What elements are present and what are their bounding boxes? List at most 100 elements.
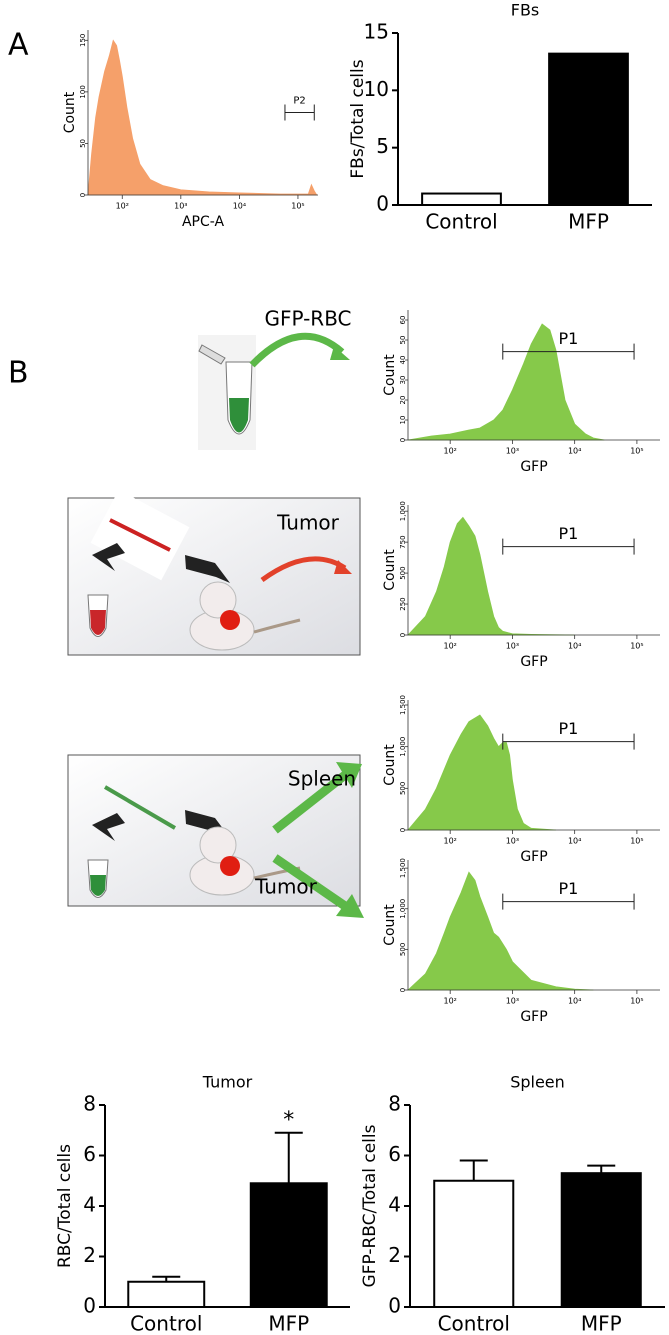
x-tick-label: 10² xyxy=(443,447,456,456)
x-tick-label: 10³ xyxy=(506,642,519,651)
arrowhead xyxy=(336,894,364,918)
bar xyxy=(548,52,629,206)
diagram-label: Spleen xyxy=(288,767,356,791)
mouse-head xyxy=(199,581,237,619)
x-tick-label: 10⁵ xyxy=(630,997,643,1006)
y-tick-label: 1,500 xyxy=(399,695,407,715)
y-tick-label: 500 xyxy=(399,943,407,956)
chart-title: Spleen xyxy=(510,1073,565,1092)
x-tick-label: MFP xyxy=(568,210,609,234)
mouse-tail xyxy=(253,618,301,634)
y-tick-label: 1,500 xyxy=(399,858,407,878)
arrow xyxy=(272,854,348,910)
x-tick-label: 10² xyxy=(443,837,456,846)
x-tick-label: Control xyxy=(438,1312,510,1335)
gate-label: P1 xyxy=(559,719,579,738)
x-tick-label: 10⁵ xyxy=(630,642,643,651)
histogram-area xyxy=(407,323,605,441)
mouse-head xyxy=(199,826,237,864)
histogram-area xyxy=(406,871,594,991)
y-axis-label: RBC/Total cells xyxy=(55,1144,75,1268)
y-tick-label: 1,000 xyxy=(399,737,407,757)
tube-icon xyxy=(198,335,256,450)
y-tick-label: 2 xyxy=(83,1243,96,1267)
x-tick-label: 10³ xyxy=(506,837,519,846)
y-axis-label: Count xyxy=(382,549,398,591)
x-tick-label: 10³ xyxy=(506,447,519,456)
y-tick-label: 0 xyxy=(376,192,389,216)
y-axis-label: Count xyxy=(382,904,398,946)
x-tick-label: 10⁵ xyxy=(630,837,643,846)
x-tick-label: 10² xyxy=(443,997,456,1006)
x-axis-label: GFP xyxy=(520,459,547,475)
y-tick-label: 20 xyxy=(399,396,407,405)
tube-fill xyxy=(90,610,106,635)
chevron xyxy=(92,813,125,841)
x-tick-label: MFP xyxy=(581,1312,622,1335)
x-axis-label: GFP xyxy=(520,1009,547,1025)
y-tick-label: 4 xyxy=(388,1193,401,1217)
x-tick-label: 10⁴ xyxy=(233,202,246,211)
bar xyxy=(249,1182,328,1309)
histogram-area xyxy=(87,39,318,196)
chevron xyxy=(185,555,230,583)
y-tick-label: 0 xyxy=(399,828,407,832)
y-axis-label: Count xyxy=(382,354,398,396)
bar xyxy=(421,192,502,207)
x-axis-label: GFP xyxy=(520,654,547,670)
chevron xyxy=(92,543,125,571)
x-tick-label: 10⁴ xyxy=(568,837,581,846)
y-tick-label: 6 xyxy=(83,1142,96,1166)
gate-label: P1 xyxy=(559,524,579,543)
x-tick-label: 10³ xyxy=(506,997,519,1006)
syringe-icon xyxy=(90,489,190,581)
gate-label: P1 xyxy=(559,329,579,348)
x-tick-label: 10⁴ xyxy=(568,997,581,1006)
y-tick-label: 6 xyxy=(388,1142,401,1166)
x-tick-label: 10⁴ xyxy=(568,447,581,456)
y-tick-label: 30 xyxy=(399,376,407,385)
y-tick-label: 0 xyxy=(388,1294,401,1318)
y-axis-label: GFP-RBC/Total cells xyxy=(360,1124,380,1287)
panel-label: A xyxy=(8,28,29,63)
gate-label: P1 xyxy=(559,879,579,898)
y-tick-label: 10 xyxy=(364,77,389,101)
bar xyxy=(433,1179,515,1308)
x-axis-label: APC-A xyxy=(182,214,225,230)
tumor-icon xyxy=(220,610,240,630)
y-tick-label: 250 xyxy=(399,597,407,610)
y-tick-label: 1,000 xyxy=(399,501,407,521)
x-tick-label: 10⁴ xyxy=(568,642,581,651)
y-tick-label: 0 xyxy=(399,988,407,992)
x-tick-label: 10³ xyxy=(174,202,187,211)
y-tick-label: 60 xyxy=(399,316,407,325)
x-tick-label: MFP xyxy=(268,1312,309,1335)
y-tick-label: 4 xyxy=(83,1193,96,1217)
arrowhead xyxy=(336,762,362,788)
x-tick-label: 10⁵ xyxy=(291,202,304,211)
diagram-label: Tumor xyxy=(276,511,340,535)
y-tick-label: 10 xyxy=(399,416,407,425)
arrow xyxy=(249,332,345,368)
x-tick-label: 10² xyxy=(443,642,456,651)
tube-fill xyxy=(90,875,106,896)
chart-title: FBs xyxy=(511,1,540,20)
arrow xyxy=(272,771,348,834)
y-tick-label: 2 xyxy=(388,1243,401,1267)
arrowhead xyxy=(330,346,350,360)
y-tick-label: 0 xyxy=(83,1294,96,1318)
histogram-area xyxy=(407,516,575,636)
y-tick-label: 8 xyxy=(83,1092,96,1116)
chart-title: Tumor xyxy=(202,1073,253,1092)
y-axis-label: FBs/Total cells xyxy=(348,59,368,178)
x-axis-label: GFP xyxy=(520,849,547,865)
y-axis-label: Count xyxy=(62,91,78,133)
diagram-label: GFP-RBC xyxy=(264,307,351,331)
arrowhead xyxy=(334,560,352,574)
y-tick-label: 500 xyxy=(399,782,407,795)
bar xyxy=(560,1172,642,1309)
y-axis-label: Count xyxy=(382,744,398,786)
diagram-label: Tumor xyxy=(254,875,318,899)
y-tick-label: 1,000 xyxy=(399,899,407,919)
